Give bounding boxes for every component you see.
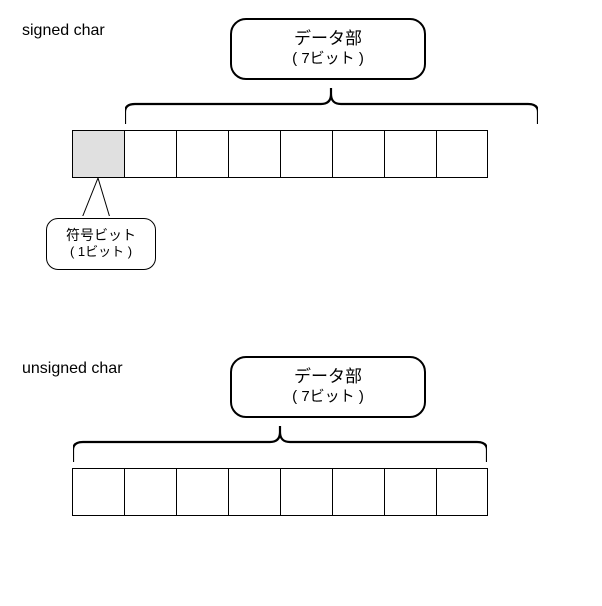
sign-bit-callout-line1: 符号ビット (66, 227, 136, 244)
sign-bit-callout-line2: ( 1ビット ) (70, 244, 132, 261)
signed-bit-row (72, 130, 488, 178)
signed-bit-cell (176, 130, 228, 178)
unsigned-bit-cell (332, 468, 384, 516)
unsigned-bit-row (72, 468, 488, 516)
unsigned-bit-cell (436, 468, 488, 516)
signed-bit-cell-sign (72, 130, 124, 178)
unsigned-char-title: unsigned char (22, 360, 123, 378)
signed-bit-cell (436, 130, 488, 178)
signed-bit-cell (332, 130, 384, 178)
unsigned-data-label-line1: データ部 (294, 367, 362, 387)
signed-brace (125, 84, 538, 128)
signed-data-label: データ部 ( 7ビット ) (230, 18, 426, 80)
signed-data-label-line1: データ部 (294, 29, 362, 49)
unsigned-bit-cell (124, 468, 176, 516)
sign-bit-callout-pointer (46, 178, 156, 220)
unsigned-bit-cell (72, 468, 124, 516)
signed-bit-cell (228, 130, 280, 178)
signed-data-label-line2: ( 7ビット ) (292, 49, 364, 69)
unsigned-brace (73, 422, 487, 466)
unsigned-bit-cell (228, 468, 280, 516)
signed-bit-cell (280, 130, 332, 178)
signed-bit-cell (124, 130, 176, 178)
unsigned-data-label: データ部 ( 7ビット ) (230, 356, 426, 418)
sign-bit-callout: 符号ビット ( 1ビット ) (46, 218, 156, 270)
unsigned-bit-cell (384, 468, 436, 516)
unsigned-data-label-line2: ( 7ビット ) (292, 387, 364, 407)
signed-char-title: signed char (22, 22, 105, 40)
signed-bit-cell (384, 130, 436, 178)
unsigned-bit-cell (176, 468, 228, 516)
unsigned-bit-cell (280, 468, 332, 516)
